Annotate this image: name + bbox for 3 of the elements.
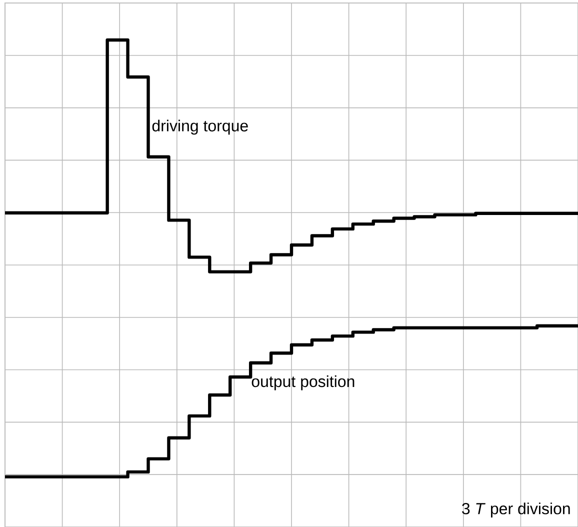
annotation: 3 T per division <box>462 502 570 518</box>
series-label: driving torque <box>152 120 248 135</box>
series-label: output position <box>252 375 354 390</box>
